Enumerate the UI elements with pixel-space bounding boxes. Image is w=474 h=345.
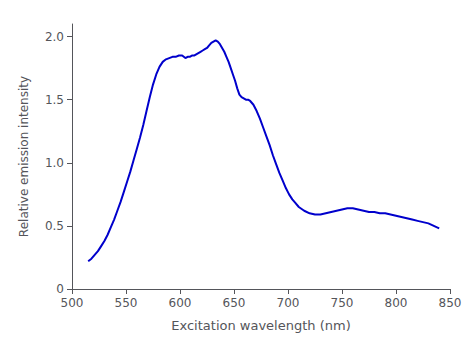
svg-text:0: 0 [56,282,64,296]
svg-text:700: 700 [277,296,300,310]
svg-text:0.5: 0.5 [45,219,64,233]
svg-text:800: 800 [385,296,408,310]
svg-text:650: 650 [223,296,246,310]
svg-text:600: 600 [169,296,192,310]
svg-text:2.0: 2.0 [45,30,64,44]
svg-text:Excitation wavelength (nm): Excitation wavelength (nm) [171,318,350,333]
svg-text:850: 850 [439,296,462,310]
svg-text:750: 750 [331,296,354,310]
svg-text:Relative emission intensity: Relative emission intensity [17,76,31,237]
svg-text:1.0: 1.0 [45,156,64,170]
svg-text:1.5: 1.5 [45,93,64,107]
svg-text:550: 550 [115,296,138,310]
svg-text:500: 500 [61,296,84,310]
